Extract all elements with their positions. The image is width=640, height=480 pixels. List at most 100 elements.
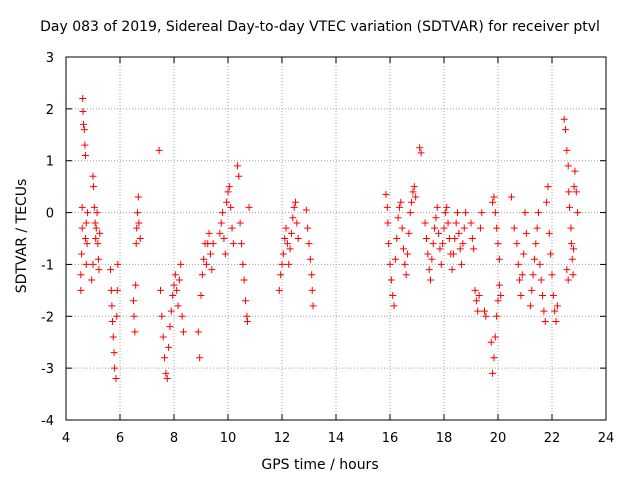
data-point <box>94 255 102 263</box>
data-point <box>305 240 313 248</box>
data-point <box>282 224 290 232</box>
data-point <box>570 183 578 191</box>
data-point <box>198 271 206 279</box>
data-point <box>487 338 495 346</box>
data-point <box>441 209 449 217</box>
data-point <box>385 240 393 248</box>
data-point <box>79 107 87 115</box>
data-point <box>177 260 185 268</box>
data-point <box>162 369 170 377</box>
data-point <box>553 302 561 310</box>
data-point <box>81 141 89 149</box>
data-point <box>279 250 287 258</box>
data-point <box>293 219 301 227</box>
data-point <box>495 255 503 263</box>
data-point <box>474 307 482 315</box>
data-point <box>110 349 118 357</box>
data-point <box>439 240 447 248</box>
data-point <box>243 312 251 320</box>
data-point <box>80 126 88 134</box>
data-point <box>302 206 310 214</box>
data-point <box>536 260 544 268</box>
data-point <box>235 172 243 180</box>
data-point <box>108 317 116 325</box>
data-point <box>535 209 542 217</box>
data-point <box>490 354 498 362</box>
data-point <box>422 235 430 242</box>
data-point <box>178 312 186 320</box>
data-point <box>131 328 139 336</box>
data-point <box>114 260 122 268</box>
data-point <box>208 266 216 274</box>
data-point <box>95 266 103 274</box>
data-point <box>132 240 140 248</box>
data-point <box>530 255 538 263</box>
y-tick-label: 0 <box>46 207 54 222</box>
data-point <box>82 219 90 227</box>
data-point <box>93 209 101 217</box>
data-point <box>563 266 571 274</box>
data-point <box>460 224 468 232</box>
data-point <box>517 292 525 300</box>
x-tick-label: 22 <box>544 431 561 446</box>
data-point <box>532 240 540 248</box>
data-point <box>456 245 464 253</box>
data-point <box>562 126 569 134</box>
data-point <box>427 276 434 284</box>
data-point <box>90 183 98 191</box>
data-point <box>397 198 405 206</box>
data-point <box>390 302 398 310</box>
data-point <box>393 235 401 242</box>
data-point <box>306 255 314 263</box>
data-point <box>217 219 225 227</box>
data-point <box>132 281 140 289</box>
data-point <box>493 312 501 320</box>
data-point <box>401 260 409 268</box>
data-point <box>91 219 99 227</box>
data-point <box>240 276 248 284</box>
y-tick-label: 1 <box>46 155 54 170</box>
data-point <box>571 167 579 175</box>
y-tick-label: 3 <box>46 51 54 66</box>
data-point <box>225 183 233 191</box>
data-point <box>467 219 475 227</box>
data-point <box>574 209 582 217</box>
data-point <box>489 198 497 206</box>
data-point <box>384 219 392 227</box>
data-point <box>171 271 179 279</box>
data-point <box>80 120 88 128</box>
data-point <box>308 271 316 279</box>
data-point <box>547 250 555 258</box>
data-point <box>569 271 577 279</box>
data-point <box>508 193 515 201</box>
data-point <box>490 193 498 201</box>
y-tick-label: 2 <box>46 103 54 118</box>
data-point <box>285 260 293 268</box>
data-point <box>405 229 413 237</box>
x-tick-label: 10 <box>220 431 237 446</box>
y-tick-label: -4 <box>41 414 54 429</box>
data-point <box>533 224 541 232</box>
data-point <box>111 364 119 372</box>
data-point <box>404 250 412 258</box>
x-tick-label: 6 <box>116 431 124 446</box>
data-point <box>194 328 202 336</box>
data-point <box>221 250 229 258</box>
data-point <box>92 235 100 242</box>
data-point <box>567 240 575 248</box>
data-point <box>96 229 104 237</box>
x-axis-label: GPS time / hours <box>261 457 379 473</box>
data-point <box>436 245 444 253</box>
data-point <box>89 260 97 268</box>
data-point <box>157 286 164 294</box>
data-point <box>277 271 285 279</box>
data-point <box>455 229 463 237</box>
data-point <box>196 354 204 362</box>
data-point <box>286 245 294 253</box>
data-point <box>130 297 137 305</box>
data-point <box>552 317 560 325</box>
data-point <box>309 302 317 310</box>
data-point <box>77 271 85 279</box>
chart-title: Day 083 of 2019, Sidereal Day-to-day VTE… <box>40 19 600 35</box>
